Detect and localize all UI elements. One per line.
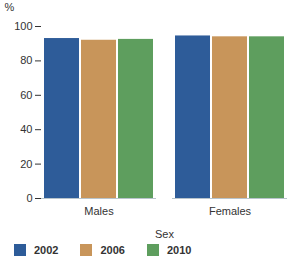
html-text:2006: 2006 — [100, 244, 125, 256]
svg-text:0: 0 — [26, 192, 32, 204]
svg-text:Females: Females — [209, 205, 252, 217]
svg-text:40: 40 — [20, 123, 32, 135]
svg-text:%: % — [5, 1, 15, 13]
svg-text:100: 100 — [14, 20, 32, 32]
svg-text:80: 80 — [20, 54, 32, 66]
svg-text:Sex: Sex — [155, 228, 174, 240]
svg-text:20: 20 — [20, 158, 32, 170]
svg-text:Males: Males — [84, 205, 114, 217]
html-text:2002: 2002 — [34, 244, 59, 256]
html-text:2010: 2010 — [167, 244, 192, 256]
svg-text:60: 60 — [20, 89, 32, 101]
